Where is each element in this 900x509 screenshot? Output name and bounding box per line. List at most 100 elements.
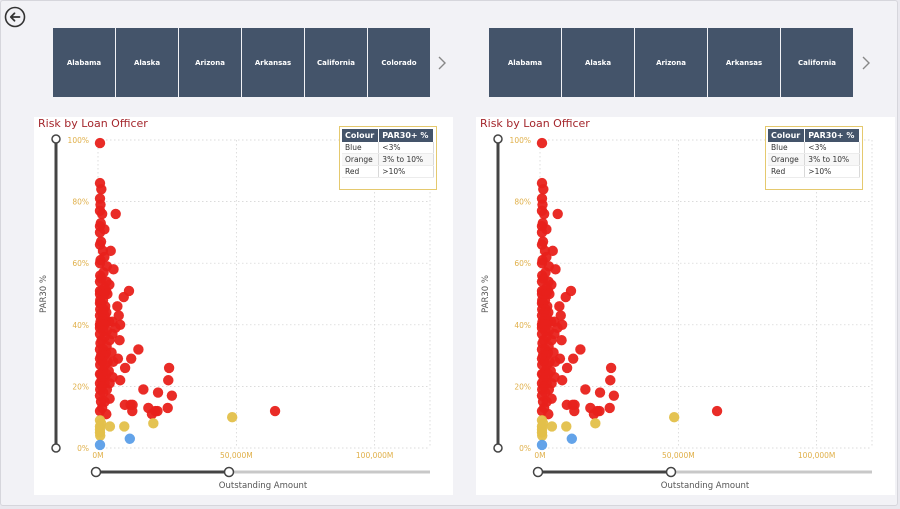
x-tick-label: 100,000M [356, 451, 394, 460]
data-point [608, 390, 620, 401]
y-slider-handle-top[interactable] [51, 134, 61, 144]
data-point [96, 184, 107, 195]
y-tick-label: 40% [72, 321, 89, 330]
data-point [163, 362, 175, 374]
data-point [605, 362, 617, 374]
x-axis-label: Outstanding Amount [661, 481, 750, 491]
data-point [94, 227, 106, 238]
scatter-panel-left: Risk by Loan Officer 0% 20% 40% 60% 80% 100% 0… [34, 117, 453, 495]
data-point [536, 439, 548, 451]
data-point [569, 405, 580, 417]
legend-cell: 3% to 10% [804, 153, 860, 166]
chevron-right-icon[interactable] [860, 55, 872, 71]
y-tick-label: 20% [72, 382, 89, 391]
data-point [104, 421, 116, 432]
y-tick-label: 0% [77, 444, 89, 453]
y-tick-label: 80% [72, 198, 89, 207]
legend-cell: 3% to 10% [378, 153, 434, 166]
data-point [536, 227, 548, 238]
data-point [538, 184, 549, 195]
slicer-item-california[interactable]: California [305, 28, 367, 97]
slicer-item-arizona[interactable]: Arizona [635, 28, 707, 97]
x-slider-handle-right[interactable] [223, 466, 235, 478]
data-point [163, 375, 174, 386]
legend-cell: Blue [768, 142, 806, 154]
state-slicer-right: Alabama Alaska Arizona Arkansas Californ… [489, 28, 854, 97]
data-point [556, 335, 567, 346]
legend-cell: Orange [342, 153, 380, 166]
data-point [112, 301, 123, 312]
y-slider-handle-bottom[interactable] [493, 443, 503, 453]
chart-title: Risk by Loan Officer [38, 117, 148, 130]
legend-cell: Red [342, 165, 380, 178]
legend-cell: Red [768, 165, 806, 178]
legend-cell: Orange [768, 153, 806, 166]
data-point [133, 344, 144, 355]
x-slider-handle-left[interactable] [532, 466, 544, 478]
y-tick-label: 40% [514, 321, 531, 330]
data-point [152, 387, 164, 398]
x-slider-handle-right[interactable] [665, 466, 677, 478]
y-slider-handle-bottom[interactable] [51, 443, 61, 453]
data-point [561, 421, 572, 432]
data-point [588, 408, 600, 420]
chevron-right-icon[interactable] [436, 55, 448, 71]
data-point [711, 405, 723, 417]
legend-cell: Blue [342, 142, 380, 154]
state-slicer-left: Alabama Alaska Arizona Arkansas Californ… [53, 28, 431, 97]
slicer-item-alaska[interactable]: Alaska [116, 28, 178, 97]
data-point [162, 402, 173, 414]
data-point [148, 418, 159, 429]
data-point [146, 408, 158, 420]
data-point [590, 418, 601, 429]
data-point [556, 375, 568, 386]
y-tick-label: 0% [519, 444, 531, 453]
data-point [552, 208, 563, 220]
slicer-item-california[interactable]: California [781, 28, 853, 97]
chart-title: Risk by Loan Officer [480, 117, 590, 130]
data-point [114, 375, 126, 386]
x-tick-label: 50,000M [220, 451, 253, 460]
slicer-item-colorado[interactable]: Colorado [368, 28, 430, 97]
data-point [580, 384, 591, 395]
data-point [594, 387, 606, 398]
slicer-item-alabama[interactable]: Alabama [489, 28, 561, 97]
data-point [127, 405, 138, 417]
data-point [166, 390, 178, 401]
data-point [560, 291, 571, 303]
slicer-item-arkansas[interactable]: Arkansas [242, 28, 304, 97]
data-point [536, 137, 548, 149]
y-axis-label: PAR30 % [39, 275, 49, 313]
data-point [118, 291, 129, 303]
y-tick-label: 60% [72, 259, 89, 268]
legend-header-colour: Colour [342, 129, 380, 142]
color-legend-table: Colour PAR30+ % Blue <3% Orange 3% to 10… [765, 126, 863, 190]
y-slider-handle-top[interactable] [493, 134, 503, 144]
slicer-item-alabama[interactable]: Alabama [53, 28, 115, 97]
x-tick-label: 0M [534, 451, 545, 460]
data-point [546, 421, 558, 432]
data-point [124, 433, 136, 444]
data-point [566, 433, 578, 444]
data-point [554, 301, 565, 312]
x-tick-label: 0M [92, 451, 103, 460]
slicer-item-arizona[interactable]: Arizona [179, 28, 241, 97]
x-axis-label: Outstanding Amount [219, 481, 308, 491]
data-point [668, 412, 680, 423]
slicer-item-arkansas[interactable]: Arkansas [708, 28, 780, 97]
data-point [119, 362, 131, 374]
scatter-chart: 0% 20% 40% 60% 80% 100% 0M 50,000M 100,000M Outst… [481, 134, 873, 491]
back-arrow-icon[interactable] [4, 6, 26, 28]
data-point [561, 362, 573, 374]
data-point [126, 353, 137, 364]
data-point [605, 375, 616, 386]
y-tick-label: 80% [514, 198, 531, 207]
data-point [568, 353, 579, 364]
x-slider-handle-left[interactable] [90, 466, 102, 478]
data-point [110, 208, 121, 220]
slicer-item-alaska[interactable]: Alaska [562, 28, 634, 97]
y-tick-label: 20% [514, 382, 531, 391]
data-point [94, 439, 106, 451]
y-tick-label: 60% [514, 259, 531, 268]
data-point [138, 384, 149, 395]
